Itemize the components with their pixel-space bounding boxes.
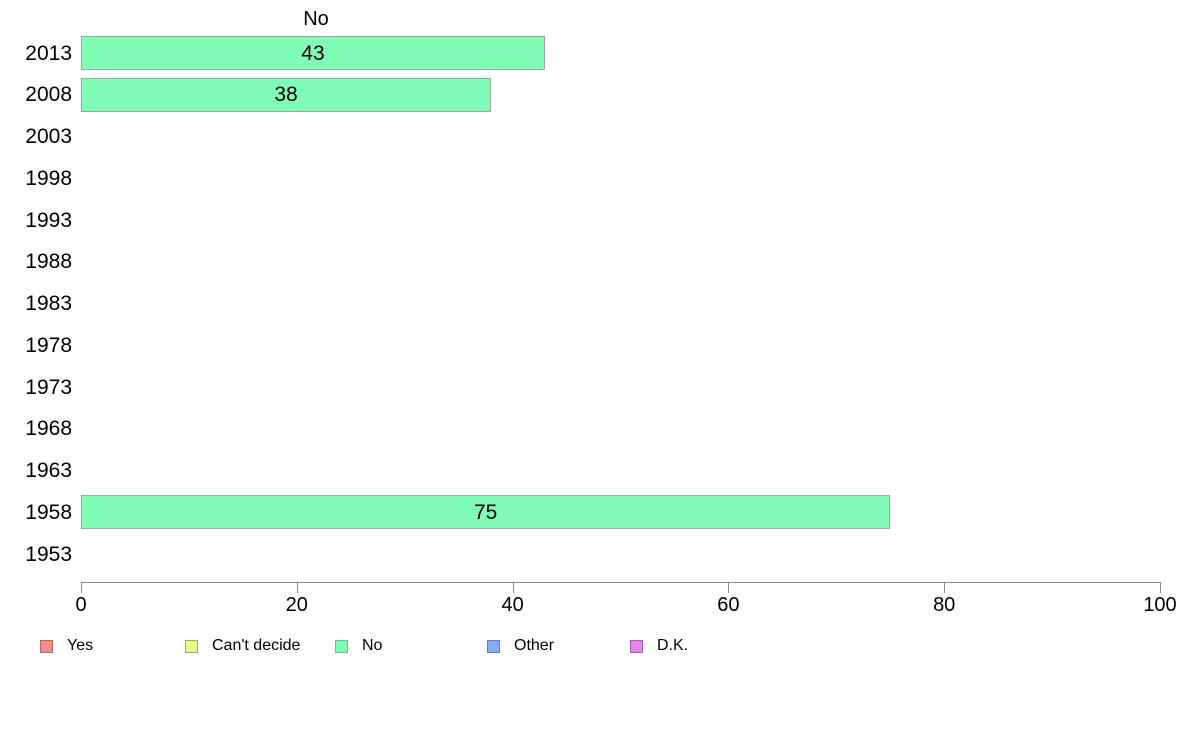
bar-value-label: 38 bbox=[274, 83, 298, 107]
bar: 75 bbox=[81, 495, 891, 530]
x-axis-tick bbox=[1160, 582, 1161, 593]
y-tick-label: 1963 bbox=[25, 459, 72, 482]
legend-swatch bbox=[487, 639, 500, 653]
x-tick-label: 40 bbox=[501, 594, 524, 616]
y-tick-label: 2008 bbox=[25, 83, 72, 107]
legend-label: D.K. bbox=[657, 637, 689, 654]
y-tick-label: 1978 bbox=[25, 333, 72, 357]
legend-label: Yes bbox=[67, 637, 94, 654]
x-tick-label: 60 bbox=[717, 594, 740, 616]
bar: 43 bbox=[81, 36, 545, 70]
legend-item: Can't decide bbox=[185, 637, 300, 655]
y-tick-label: 1993 bbox=[25, 208, 72, 232]
legend-swatch bbox=[185, 639, 198, 653]
legend-label: Other bbox=[514, 637, 555, 654]
x-tick-label: 0 bbox=[75, 594, 87, 616]
y-tick-label: 1953 bbox=[25, 542, 72, 566]
legend-swatch bbox=[335, 639, 348, 653]
legend-item: D.K. bbox=[630, 637, 688, 655]
x-tick-label: 80 bbox=[933, 594, 956, 616]
y-tick-label: 2013 bbox=[25, 41, 72, 65]
y-tick-label: 1973 bbox=[25, 375, 72, 399]
legend-label: No bbox=[362, 637, 383, 654]
chart-title: No bbox=[303, 8, 329, 30]
y-tick-label: 1968 bbox=[25, 417, 72, 441]
bar-value-label: 75 bbox=[473, 500, 498, 524]
y-tick-label: 1958 bbox=[25, 500, 72, 524]
legend-label: Can't decide bbox=[212, 637, 301, 654]
legend-swatch bbox=[630, 639, 643, 653]
x-axis-line bbox=[81, 582, 1160, 583]
bar-value-label: 43 bbox=[301, 41, 325, 65]
y-tick-label: 1983 bbox=[25, 292, 72, 315]
legend-item: Other bbox=[487, 637, 554, 655]
y-tick-label: 1998 bbox=[25, 166, 72, 190]
legend-item: No bbox=[335, 637, 382, 655]
x-axis-tick bbox=[728, 582, 730, 593]
legend-swatch bbox=[40, 639, 53, 653]
x-axis-tick bbox=[512, 582, 514, 593]
bar: 38 bbox=[81, 77, 492, 112]
x-axis-tick bbox=[81, 582, 82, 593]
y-tick-label: 2003 bbox=[25, 125, 72, 148]
y-tick-label: 1988 bbox=[25, 250, 72, 274]
x-tick-label: 100 bbox=[1143, 594, 1177, 616]
legend-item: Yes bbox=[40, 637, 93, 655]
x-axis-tick bbox=[944, 582, 946, 593]
x-tick-label: 20 bbox=[285, 594, 308, 616]
x-axis-tick bbox=[296, 582, 298, 593]
